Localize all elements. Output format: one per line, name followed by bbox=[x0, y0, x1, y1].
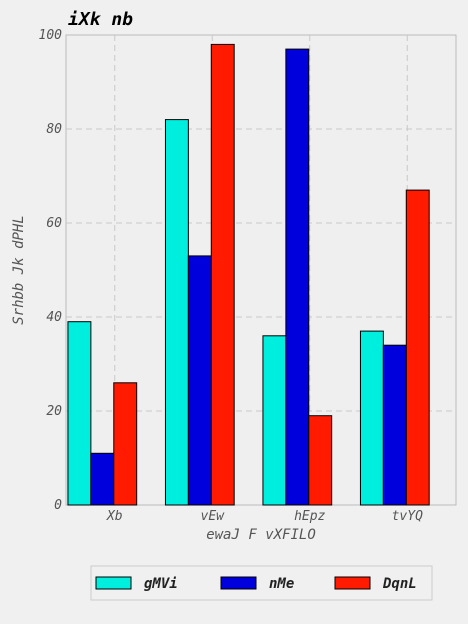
axis-ticks: 0 20 40 60 80 100 Xb vEw hEpz tvYQ bbox=[39, 28, 424, 524]
bar-gMVi-tvYQ bbox=[359, 330, 384, 506]
x-tick-label: tvYQ bbox=[392, 509, 423, 524]
bar-DqnL-tvYQ bbox=[405, 189, 430, 506]
x-tick-label: hEpz bbox=[294, 509, 325, 524]
y-tick-label: 100 bbox=[39, 28, 63, 43]
legend-label-gMVi: gMVi bbox=[144, 576, 178, 592]
legend-label-nMe: nMe bbox=[269, 576, 294, 592]
bar-nMe-Xb bbox=[90, 452, 115, 506]
chart-title: iXk nb bbox=[68, 9, 133, 30]
y-tick-label: 40 bbox=[46, 310, 62, 325]
y-tick-label: 60 bbox=[46, 216, 62, 231]
bar-gMVi-Xb bbox=[67, 321, 92, 506]
legend-swatch-nMe bbox=[220, 576, 257, 590]
bar-gMVi-vEw bbox=[164, 119, 189, 506]
bar-DqnL-vEw bbox=[210, 43, 235, 506]
bar-DqnL-Xb bbox=[113, 382, 138, 506]
y-tick-label: 80 bbox=[46, 122, 62, 137]
x-tick-label: Xb bbox=[106, 509, 123, 524]
legend: gMVi nMe DqnL bbox=[90, 565, 433, 601]
bar-nMe-hEpz bbox=[285, 48, 310, 506]
bar-nMe-tvYQ bbox=[382, 344, 407, 506]
bar-DqnL-hEpz bbox=[308, 415, 333, 506]
y-tick-label: 0 bbox=[54, 498, 62, 513]
legend-box bbox=[90, 565, 433, 601]
legend-swatch-gMVi bbox=[95, 576, 132, 590]
y-axis-label: Srhbb Jk dPHL bbox=[11, 215, 27, 325]
bar-gMVi-hEpz bbox=[262, 335, 287, 506]
y-tick-label: 20 bbox=[46, 404, 62, 419]
legend-label-DqnL: DqnL bbox=[382, 576, 417, 592]
legend-swatch-DqnL bbox=[334, 576, 371, 590]
bar-nMe-vEw bbox=[187, 255, 212, 506]
x-tick-label: vEw bbox=[201, 509, 226, 524]
bars bbox=[67, 43, 430, 506]
x-axis-label: ewaJ F vXFILO bbox=[206, 527, 316, 543]
